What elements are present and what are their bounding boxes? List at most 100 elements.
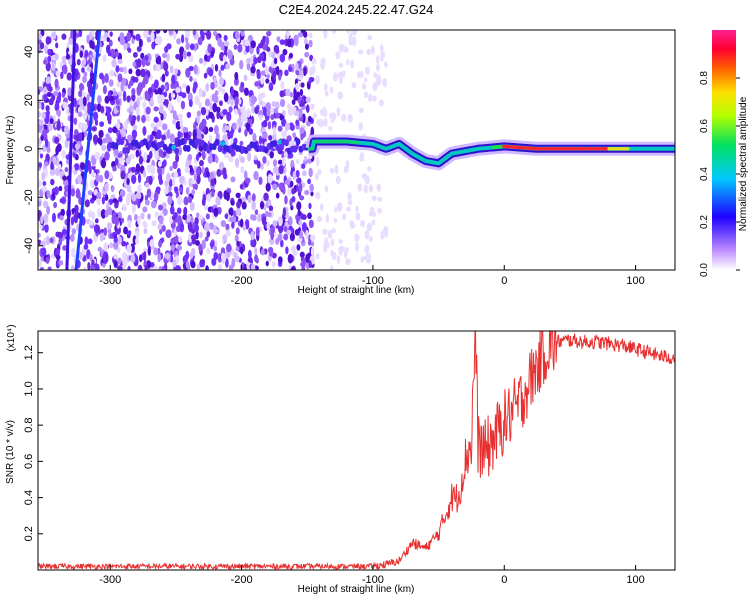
heatmap-cell (191, 189, 195, 196)
heatmap-cell (310, 126, 315, 137)
heatmap-cell (150, 122, 156, 129)
heatmap-diagonal-streak (65, 30, 77, 270)
heatmap-cell (70, 188, 76, 197)
heatmap-cell (250, 94, 256, 105)
heatmap-cell (270, 107, 275, 113)
heatmap-cell (355, 205, 359, 213)
heatmap-cell (86, 93, 90, 102)
heatmap-cell (154, 211, 159, 218)
heatmap-cell (290, 159, 295, 168)
heatmap-cell (272, 220, 278, 227)
heatmap-cell (155, 56, 161, 65)
heatmap-cell (198, 87, 203, 98)
heatmap-cell (295, 62, 299, 71)
heatmap-cell (177, 245, 182, 251)
heatmap-cell (246, 57, 251, 64)
heatmap-cell (282, 185, 286, 195)
heatmap-cell (114, 51, 120, 57)
heatmap-cell (185, 186, 190, 195)
heatmap-cell (310, 103, 315, 110)
heatmap-cell (60, 71, 64, 80)
heatmap-cell (177, 130, 181, 139)
heatmap-cell (116, 80, 121, 88)
heatmap-cell (185, 261, 190, 269)
heatmap-cell (275, 65, 280, 76)
heatmap-cell (350, 59, 355, 69)
heatmap-cell (329, 86, 334, 94)
heatmap-cell (132, 51, 138, 58)
heatmap-cell (240, 113, 246, 123)
heatmap-cell (48, 86, 53, 92)
heatmap-cell (347, 199, 353, 206)
heatmap-cell (173, 31, 177, 40)
heatmap-cell (50, 178, 55, 186)
heatmap-cell (106, 110, 111, 120)
heatmap-cell (367, 166, 372, 172)
heatmap-cell (187, 221, 193, 232)
heatmap-cell (148, 150, 153, 159)
heatmap-cell (348, 37, 353, 46)
heatmap-signal-cell (174, 147, 180, 155)
heatmap-cell (217, 263, 223, 270)
heatmap-cell (119, 189, 126, 198)
heatmap-cell (47, 48, 52, 56)
heatmap-cell (251, 105, 256, 114)
heatmap-cell (284, 179, 291, 186)
heatmap-cell (135, 33, 141, 41)
heatmap-cell (213, 245, 218, 252)
heatmap-cell (342, 213, 346, 221)
heatmap-cell (311, 57, 317, 65)
heatmap-cell (131, 193, 137, 202)
heatmap-cell (230, 200, 235, 206)
heatmap-cell (178, 236, 183, 243)
heatmap-cell (213, 124, 219, 135)
heatmap-cell (109, 242, 114, 249)
heatmap-cell (261, 216, 267, 226)
heatmap-cell (142, 206, 148, 213)
heatmap-cell (196, 263, 201, 270)
heatmap-cell (217, 37, 223, 47)
heatmap-cell (170, 92, 176, 99)
heatmap-cell (233, 108, 238, 115)
heatmap-cell (55, 145, 59, 156)
heatmap-cell (93, 111, 99, 121)
heatmap-cell (167, 102, 173, 112)
heatmap-cell (173, 171, 179, 179)
heatmap-cell (175, 53, 181, 60)
heatmap-cell (259, 201, 265, 210)
heatmap-cell (239, 246, 244, 255)
heatmap-cell (70, 216, 75, 226)
heatmap-cell (59, 215, 64, 221)
heatmap-cell (211, 189, 215, 197)
heatmap-cell (308, 260, 312, 269)
heatmap-cell (38, 110, 41, 118)
heatmap-cell (42, 200, 49, 209)
heatmap-cell (206, 248, 211, 255)
heatmap-cell (364, 66, 370, 75)
heatmap-cell (71, 247, 76, 258)
heatmap-cell (191, 179, 197, 185)
heatmap-cell (191, 234, 197, 241)
heatmap-cell (251, 193, 256, 202)
heatmap-cell (169, 133, 175, 144)
heatmap-cell (103, 227, 108, 236)
heatmap-cell (51, 61, 56, 72)
heatmap-signal-cell (214, 138, 220, 146)
heatmap-cell (233, 210, 237, 217)
heatmap-cell (329, 167, 335, 174)
heatmap-cell (146, 241, 151, 248)
heatmap-cell (272, 70, 277, 81)
heatmap-signal-cell (119, 138, 125, 146)
heatmap-cell (264, 65, 269, 76)
snr-x-axis-label: Height of straight line (km) (298, 584, 415, 595)
heatmap-cell (179, 186, 183, 193)
heatmap-cell (198, 215, 204, 221)
heatmap-cell (215, 156, 219, 164)
y-tick-label: 0.2 (23, 526, 35, 541)
heatmap-cell (56, 248, 60, 257)
heatmap-cell (189, 76, 193, 82)
heatmap-cell (143, 30, 148, 35)
heatmap-cell (271, 101, 277, 107)
heatmap-cell (254, 247, 258, 256)
heatmap-cell (343, 46, 349, 53)
